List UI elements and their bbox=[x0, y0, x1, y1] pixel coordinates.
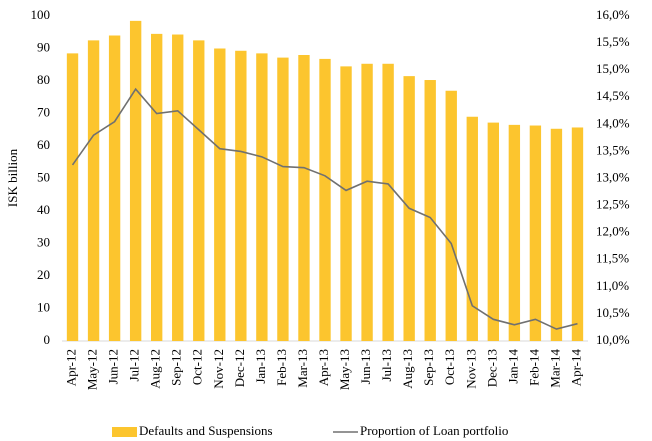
y2-tick-label: 14,5% bbox=[596, 88, 630, 103]
y-tick-label: 60 bbox=[37, 137, 50, 152]
y-tick-label: 50 bbox=[37, 169, 50, 184]
x-tick-label: Jul-12 bbox=[127, 349, 142, 382]
x-tick-label: Jan-14 bbox=[505, 349, 520, 384]
y-tick-label: 30 bbox=[37, 234, 50, 249]
y2-tick-label: 13,5% bbox=[596, 142, 630, 157]
y-tick-label: 90 bbox=[37, 39, 50, 54]
bar bbox=[466, 116, 478, 341]
x-tick-label: Jun-13 bbox=[358, 349, 373, 384]
line bbox=[71, 87, 578, 330]
x-tick-label: Aug-13 bbox=[400, 349, 415, 389]
y2-tick-label: 10,5% bbox=[596, 305, 630, 320]
y-tick-label: 80 bbox=[37, 72, 50, 87]
x-tick-label: Oct-13 bbox=[442, 349, 457, 385]
y2-tick-label: 15,5% bbox=[596, 34, 630, 49]
y-tick-label: 40 bbox=[37, 202, 50, 217]
x-tick-label: Sep-12 bbox=[169, 349, 184, 386]
bar bbox=[487, 122, 500, 341]
x-tick-label: Mar-13 bbox=[295, 349, 310, 388]
x-tick-label: Dec-12 bbox=[232, 349, 247, 387]
x-tick-label: Nov-13 bbox=[463, 349, 478, 389]
y-tick-label: 20 bbox=[37, 267, 50, 282]
bar bbox=[193, 40, 205, 341]
x-tick-label: Nov-12 bbox=[211, 349, 226, 389]
y2-tick-label: 10,0% bbox=[596, 332, 630, 347]
bar bbox=[424, 80, 436, 342]
x-tick-label: Jul-13 bbox=[379, 349, 394, 382]
x-tick-label: Jun-12 bbox=[106, 349, 121, 384]
x-tick-label: Apr-12 bbox=[64, 349, 79, 386]
bar bbox=[108, 35, 121, 341]
bar bbox=[340, 66, 352, 341]
y2-tick-label: 14,0% bbox=[596, 115, 630, 130]
bar bbox=[529, 125, 542, 342]
bar bbox=[66, 53, 79, 341]
x-tick-label: Sep-13 bbox=[421, 349, 436, 386]
bar bbox=[361, 63, 373, 342]
x-tick-label: Aug-12 bbox=[148, 349, 163, 389]
bar bbox=[129, 20, 142, 341]
bar bbox=[87, 40, 100, 341]
y2-tick-label: 11,0% bbox=[596, 278, 629, 293]
y2-tick-label: 11,5% bbox=[596, 251, 629, 266]
y-axis-label: ISK billion bbox=[5, 148, 20, 207]
y-tick-label: 10 bbox=[37, 299, 50, 314]
y-tick-label: 100 bbox=[31, 7, 51, 22]
bar bbox=[382, 63, 394, 342]
x-tick-label: Oct-12 bbox=[190, 349, 205, 385]
bar bbox=[256, 53, 268, 341]
y2-tick-label: 12,5% bbox=[596, 197, 630, 212]
bar bbox=[445, 90, 457, 341]
x-tick-label: May-13 bbox=[337, 349, 352, 390]
x-tick-label: Mar-14 bbox=[547, 349, 562, 388]
y-tick-label: 0 bbox=[44, 332, 51, 347]
x-tick-label: Apr-14 bbox=[568, 349, 583, 387]
x-tick-label: Dec-13 bbox=[484, 349, 499, 387]
legend-swatch bbox=[112, 427, 137, 437]
x-tick-label: Feb-13 bbox=[274, 349, 289, 386]
x-tick-label: Apr-13 bbox=[316, 349, 331, 386]
bar bbox=[319, 58, 331, 342]
y2-tick-label: 13,0% bbox=[596, 169, 630, 184]
x-tick-label: May-12 bbox=[85, 349, 100, 390]
y-tick-label: 70 bbox=[37, 104, 50, 119]
bar bbox=[150, 33, 163, 341]
x-tick-label: Jan-13 bbox=[253, 349, 268, 384]
y2-tick-label: 16,0% bbox=[596, 7, 630, 22]
legend-label: Defaults and Suspensions bbox=[139, 423, 273, 438]
bar bbox=[214, 48, 226, 341]
bar bbox=[508, 124, 521, 341]
y2-tick-label: 12,0% bbox=[596, 224, 630, 239]
bar bbox=[298, 55, 310, 341]
x-tick-label: Feb-14 bbox=[526, 349, 541, 386]
bar bbox=[550, 128, 563, 341]
bar bbox=[277, 57, 289, 341]
bar bbox=[235, 50, 247, 342]
y2-tick-label: 15,0% bbox=[596, 61, 630, 76]
bar bbox=[571, 127, 584, 341]
bar bbox=[172, 34, 184, 342]
legend-label: Proportion of Loan portfolio bbox=[360, 423, 508, 438]
